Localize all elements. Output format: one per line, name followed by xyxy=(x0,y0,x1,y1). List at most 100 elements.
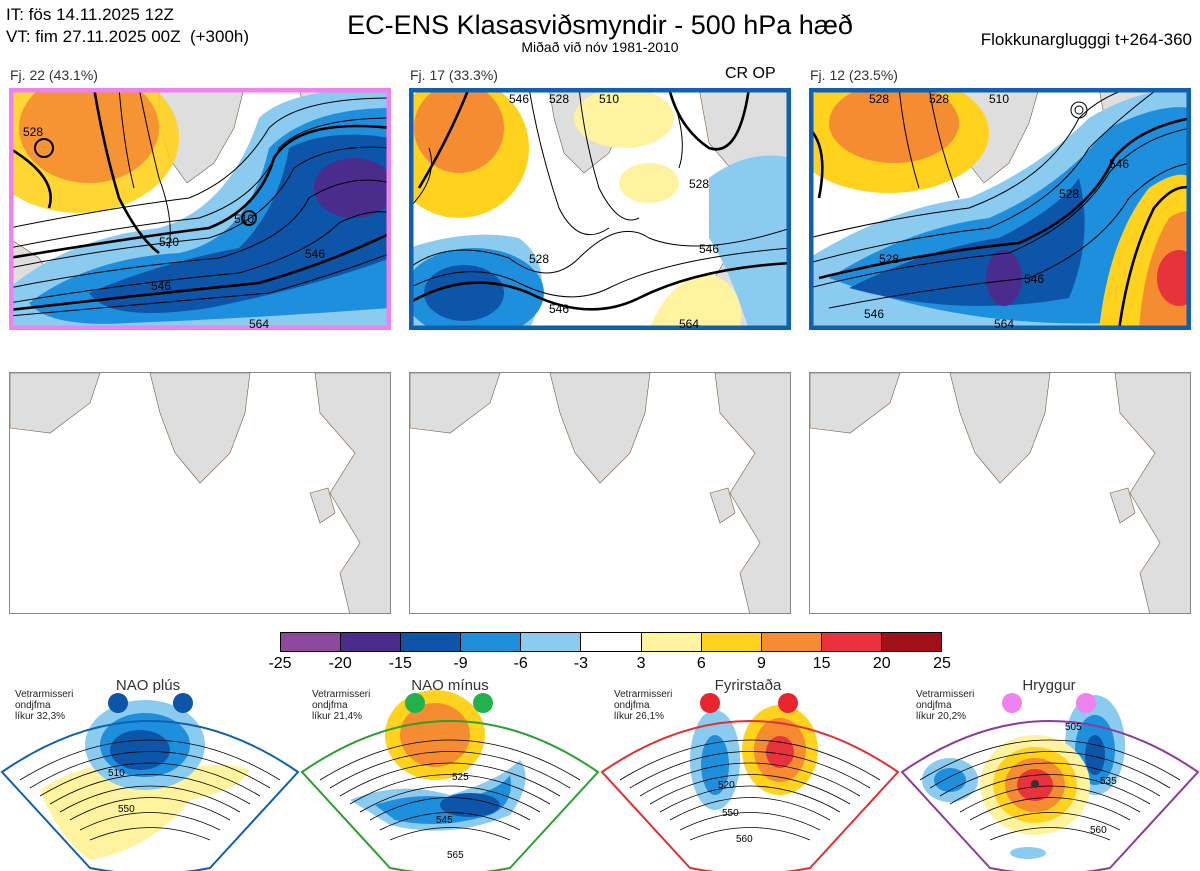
colorbar-tick-label: -20 xyxy=(328,655,352,672)
colorbar-segment xyxy=(460,633,521,651)
colorbar-tick-label: 20 xyxy=(872,655,891,672)
cluster-2-frame xyxy=(409,88,791,330)
low-center-ring xyxy=(241,210,257,226)
init-time: IT: fös 14.11.2025 12Z xyxy=(6,5,174,24)
base-map-3 xyxy=(809,372,1191,614)
anomaly-positive-orange xyxy=(829,88,959,163)
contour-label: 535 xyxy=(1100,776,1117,787)
contour-label: 505 xyxy=(1065,722,1082,733)
regime-dot xyxy=(108,693,128,713)
regime-blocking-graphic: 520 550 560 xyxy=(600,693,900,871)
contour-label: 528 xyxy=(869,92,889,106)
contour-label: 510 xyxy=(989,92,1009,106)
anomaly-positive-orange xyxy=(414,88,504,173)
regime-blocking: 520 550 560 xyxy=(600,680,900,871)
contour-label: 546 xyxy=(1109,157,1129,171)
ridge-center-marker xyxy=(1031,780,1039,788)
regime-nao-plus: 510 550 xyxy=(0,680,300,871)
height-contours-bold xyxy=(9,88,391,312)
contour-label: 520 xyxy=(159,235,179,249)
contour-label: 546 xyxy=(151,279,171,293)
months-label: ondjfma xyxy=(916,700,952,711)
height-contours xyxy=(809,88,1191,309)
regime-frame-nao-plus xyxy=(0,720,300,871)
contour-label: 560 xyxy=(736,834,753,845)
contour-label: 528 xyxy=(879,252,899,266)
anomaly-negative-dark xyxy=(89,134,391,313)
contour-label: 520 xyxy=(718,780,735,791)
regime-ridge: 505 535 560 xyxy=(900,680,1200,871)
months-label: ondjfma xyxy=(15,700,51,711)
contour-label: 525 xyxy=(452,772,469,783)
contour-label: 528 xyxy=(689,177,709,191)
land-canada xyxy=(410,373,501,434)
low-center-ring xyxy=(1070,101,1088,119)
anomaly-negative-purple xyxy=(314,158,391,218)
regime-nao-plus-graphic: 510 550 xyxy=(0,693,300,871)
contour-label: 546 xyxy=(549,302,569,316)
land-europe xyxy=(714,373,790,613)
season-label: Vetrarmisseri xyxy=(15,689,74,700)
regime-title-blocking: Fyrirstaða xyxy=(714,677,782,694)
colorbar-tick-label: -6 xyxy=(513,655,528,672)
cluster-2-map-graphic: 546 528 510 528 528 546 546 564 xyxy=(409,88,791,330)
land-iceland xyxy=(1109,487,1136,524)
regime-contours xyxy=(619,739,881,841)
colorbar-segment xyxy=(400,633,461,651)
regime-dot xyxy=(473,693,493,713)
low-center-ring xyxy=(1074,105,1084,115)
regime-frame-ridge xyxy=(900,720,1200,871)
contour-label: 546 xyxy=(864,307,884,321)
contour-label: 510 xyxy=(234,212,254,226)
anomaly-positive-orange xyxy=(19,88,159,183)
land-greenland xyxy=(549,373,651,484)
land-iceland xyxy=(309,487,336,524)
probability-label: líkur 26,1% xyxy=(614,711,665,722)
land-europe xyxy=(1114,373,1190,613)
anomaly-negative-purple xyxy=(986,250,1022,306)
anomaly-colorbar xyxy=(280,632,942,652)
contour-label: 560 xyxy=(1090,825,1107,836)
contour-label: 564 xyxy=(994,317,1014,330)
regime-prob-nao-minus: Vetrarmisseri ondjfma líkur 21,4% xyxy=(312,689,402,722)
regime-title-ridge: Hryggur xyxy=(1022,677,1076,694)
contour-label: 565 xyxy=(447,850,464,861)
colorbar-tick-label: 3 xyxy=(636,655,646,672)
contour-label: 528 xyxy=(529,252,549,266)
colorbar-tick-label: 9 xyxy=(757,655,766,672)
probability-label: líkur 21,4% xyxy=(312,711,363,722)
page-subtitle: Miðað við nóv 1981-2010 xyxy=(521,39,679,55)
colorbar-tick-label: 25 xyxy=(933,655,951,672)
colorbar-segment xyxy=(700,633,761,651)
regime-prob-ridge: Vetrarmisseri ondjfma líkur 20,2% xyxy=(916,689,1006,722)
anomaly-positive-red xyxy=(1157,250,1191,306)
regime-dot xyxy=(778,693,798,713)
colorbar-tick-label: 6 xyxy=(696,655,706,672)
anomaly-negative-light xyxy=(709,155,791,330)
cluster-3-label: Fj. 12 (23.5%) xyxy=(810,67,898,83)
probability-label: líkur 20,2% xyxy=(916,711,967,722)
base-map-3-graphic xyxy=(810,373,1190,613)
clustering-window: Flokkunarglugggi t+264-360 xyxy=(980,30,1192,49)
colorbar-segment xyxy=(760,633,821,651)
regime-prob-nao-plus: Vetrarmisseri ondjfma líkur 32,3% xyxy=(15,689,105,722)
contour-label: 550 xyxy=(722,808,739,819)
regime-dot xyxy=(405,693,425,713)
cluster-2-op-label: CR OP xyxy=(725,65,776,82)
regime-title-nao-plus: NAO plús xyxy=(115,677,181,694)
base-map-2 xyxy=(409,372,791,614)
cluster-1-map-graphic: 528 510 520 546 546 564 xyxy=(9,88,391,330)
land-canada xyxy=(810,373,901,434)
season-label: Vetrarmisseri xyxy=(614,689,673,700)
regime-dot xyxy=(173,693,193,713)
contour-label: 528 xyxy=(929,92,949,106)
cluster-2-label: Fj. 17 (33.3%) xyxy=(410,67,498,83)
contour-label: 528 xyxy=(549,92,569,106)
contour-label: 546 xyxy=(699,242,719,256)
season-label: Vetrarmisseri xyxy=(312,689,371,700)
cluster-1-map: 528 510 520 546 546 564 xyxy=(9,88,391,330)
anomaly-positive-paleyellow xyxy=(619,163,679,203)
colorbar-segment xyxy=(820,633,881,651)
contour-label: 546 xyxy=(305,247,325,261)
contour-label: 550 xyxy=(118,804,135,815)
